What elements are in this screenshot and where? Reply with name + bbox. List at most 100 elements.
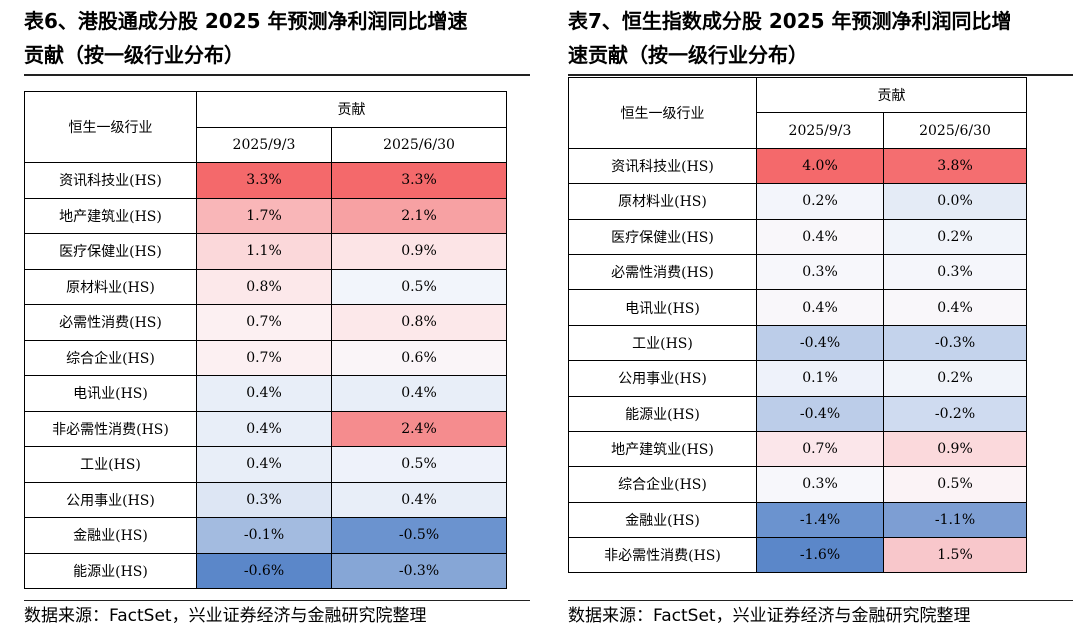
table7-title-line1: 表7、恒生指数成分股 2025 年预测净利润同比增 <box>568 9 1012 33</box>
table6-row: 原材料业(HS) 0.8% 0.5% <box>24 268 507 305</box>
table7-value-cell-1: -1.4% <box>756 501 884 539</box>
table7: 恒生一级行业 贡献 2025/9/3 2025/6/30 资讯科技业(HS) 4.… <box>568 76 1027 574</box>
table7-value-cell-1: 0.1% <box>756 360 884 397</box>
table7-value-cell-1: 0.3% <box>756 466 884 503</box>
table7-row: 原材料业(HS) 0.2% 0.0% <box>568 183 1027 220</box>
table6-value-cell-2: 0.6% <box>331 339 507 376</box>
table6-value-cell-2: 0.5% <box>331 268 507 305</box>
table6-industry-cell: 公用事业(HS) <box>24 481 197 518</box>
table6-value-cell-1: 1.7% <box>196 197 332 234</box>
table6-row: 工业(HS) 0.4% 0.5% <box>24 446 507 483</box>
table7-value-cell-2: -0.3% <box>883 324 1027 362</box>
table6-header-industry: 恒生一级行业 <box>24 91 197 163</box>
table6-row: 金融业(HS) -0.1% -0.5% <box>24 517 507 554</box>
table7-row: 工业(HS) -0.4% -0.3% <box>568 324 1027 362</box>
table7-value-cell-2: -0.2% <box>883 395 1027 432</box>
table6-value-cell-2: -0.5% <box>331 517 507 554</box>
table6-industry-cell: 电讯业(HS) <box>24 375 197 412</box>
table6-row: 地产建筑业(HS) 1.7% 2.1% <box>24 197 507 234</box>
table6-body: 资讯科技业(HS) 3.3% 3.3% 地产建筑业(HS) 1.7% 2.1% 医疗保健业(… <box>24 162 507 589</box>
table6-value-cell-1: 0.3% <box>196 481 332 518</box>
table6-industry-cell: 金融业(HS) <box>24 517 197 554</box>
table7-row: 能源业(HS) -0.4% -0.2% <box>568 395 1027 432</box>
table7-value-cell-1: 0.7% <box>756 430 884 468</box>
table7-value-cell-1: -1.6% <box>756 537 884 574</box>
table6-header-date-2: 2025/6/30 <box>331 126 507 163</box>
table6-industry-cell: 非必需性消费(HS) <box>24 410 197 447</box>
table7-value-cell-2: 0.4% <box>883 289 1027 326</box>
table6-row: 资讯科技业(HS) 3.3% 3.3% <box>24 162 507 199</box>
table6-industry-cell: 资讯科技业(HS) <box>24 162 197 199</box>
table6-value-cell-2: 0.8% <box>331 304 507 341</box>
table6-title-line2: 贡献（按一级行业分布） <box>24 43 244 67</box>
table7-industry-cell: 电讯业(HS) <box>568 289 757 326</box>
table7-title: 表7、恒生指数成分股 2025 年预测净利润同比增 速贡献（按一级行业分布） <box>568 0 1073 76</box>
table7-row: 资讯科技业(HS) 4.0% 3.8% <box>568 147 1027 185</box>
table6-value-cell-1: 0.8% <box>196 268 332 305</box>
table7-row: 医疗保健业(HS) 0.4% 0.2% <box>568 218 1027 255</box>
table7-industry-cell: 能源业(HS) <box>568 395 757 432</box>
table7-value-cell-2: 1.5% <box>883 537 1027 574</box>
table7-value-cell-1: -0.4% <box>756 324 884 362</box>
table6-value-cell-2: 0.5% <box>331 446 507 483</box>
table7-title-line2: 速贡献（按一级行业分布） <box>568 43 808 67</box>
table7-row: 公用事业(HS) 0.1% 0.2% <box>568 360 1027 397</box>
table6-value-cell-1: 0.4% <box>196 375 332 412</box>
table6-panel: 表6、港股通成分股 2025 年预测净利润同比增速 贡献（按一级行业分布） 恒生… <box>24 0 530 626</box>
table7-industry-cell: 地产建筑业(HS) <box>568 430 757 468</box>
table7-bottom-rule <box>568 600 1073 601</box>
table6-industry-cell: 医疗保健业(HS) <box>24 233 197 270</box>
table6-value-cell-1: 1.1% <box>196 233 332 270</box>
table7-industry-cell: 资讯科技业(HS) <box>568 147 757 185</box>
table6-value-cell-2: 0.4% <box>331 481 507 518</box>
table7-value-cell-1: 0.3% <box>756 253 884 291</box>
table7-row: 综合企业(HS) 0.3% 0.5% <box>568 466 1027 503</box>
table7-header-date-2: 2025/6/30 <box>883 112 1027 149</box>
table6-source: 数据来源：FactSet，兴业证券经济与金融研究院整理 <box>24 606 427 626</box>
table6-industry-cell: 工业(HS) <box>24 446 197 483</box>
table6-header-date-1: 2025/9/3 <box>196 126 332 163</box>
table6-value-cell-2: 0.9% <box>331 233 507 270</box>
table7-value-cell-1: -0.4% <box>756 395 884 432</box>
table6-header-contribution: 贡献 <box>196 91 507 128</box>
table6-value-cell-1: 0.4% <box>196 410 332 447</box>
table7-industry-cell: 公用事业(HS) <box>568 360 757 397</box>
table6-row: 公用事业(HS) 0.3% 0.4% <box>24 481 507 518</box>
table7-value-cell-2: 0.2% <box>883 218 1027 255</box>
table6-industry-cell: 必需性消费(HS) <box>24 304 197 341</box>
table6-row: 电讯业(HS) 0.4% 0.4% <box>24 375 507 412</box>
table7-row: 金融业(HS) -1.4% -1.1% <box>568 501 1027 539</box>
table7-industry-cell: 原材料业(HS) <box>568 183 757 220</box>
table6-industry-cell: 能源业(HS) <box>24 552 197 589</box>
table7-value-cell-2: 0.5% <box>883 466 1027 503</box>
table7-source: 数据来源：FactSet，兴业证券经济与金融研究院整理 <box>568 606 971 626</box>
table7-row: 必需性消费(HS) 0.3% 0.3% <box>568 253 1027 291</box>
table6-industry-cell: 原材料业(HS) <box>24 268 197 305</box>
table7-panel: 表7、恒生指数成分股 2025 年预测净利润同比增 速贡献（按一级行业分布） 恒… <box>568 0 1073 626</box>
table6-value-cell-1: 0.4% <box>196 446 332 483</box>
table7-industry-cell: 必需性消费(HS) <box>568 253 757 291</box>
table7-body: 资讯科技业(HS) 4.0% 3.8% 原材料业(HS) 0.2% 0.0% 医疗保健业(H… <box>568 147 1027 574</box>
table7-value-cell-2: 0.2% <box>883 360 1027 397</box>
table7-industry-cell: 非必需性消费(HS) <box>568 537 757 574</box>
table6-row: 综合企业(HS) 0.7% 0.6% <box>24 339 507 376</box>
table7-value-cell-1: 0.4% <box>756 289 884 326</box>
table6-value-cell-1: 0.7% <box>196 339 332 376</box>
table7-value-cell-2: 0.3% <box>883 253 1027 291</box>
table7-header-date-1: 2025/9/3 <box>756 112 884 149</box>
table6-value-cell-2: 2.1% <box>331 197 507 234</box>
table6-value-cell-2: 3.3% <box>331 162 507 199</box>
table6-value-cell-2: -0.3% <box>331 552 507 589</box>
table6-row: 能源业(HS) -0.6% -0.3% <box>24 552 507 589</box>
table6-row: 必需性消费(HS) 0.7% 0.8% <box>24 304 507 341</box>
table7-industry-cell: 金融业(HS) <box>568 501 757 539</box>
table6-title: 表6、港股通成分股 2025 年预测净利润同比增速 贡献（按一级行业分布） <box>24 0 530 76</box>
table6-row: 医疗保健业(HS) 1.1% 0.9% <box>24 233 507 270</box>
table7-industry-cell: 综合企业(HS) <box>568 466 757 503</box>
table7-value-cell-2: -1.1% <box>883 501 1027 539</box>
table6: 恒生一级行业 贡献 2025/9/3 2025/6/30 资讯科技业(HS) 3.… <box>24 91 507 589</box>
table7-industry-cell: 医疗保健业(HS) <box>568 218 757 255</box>
table6-value-cell-1: -0.1% <box>196 517 332 554</box>
table7-header-industry: 恒生一级行业 <box>568 77 757 149</box>
table6-bottom-rule <box>24 600 530 601</box>
